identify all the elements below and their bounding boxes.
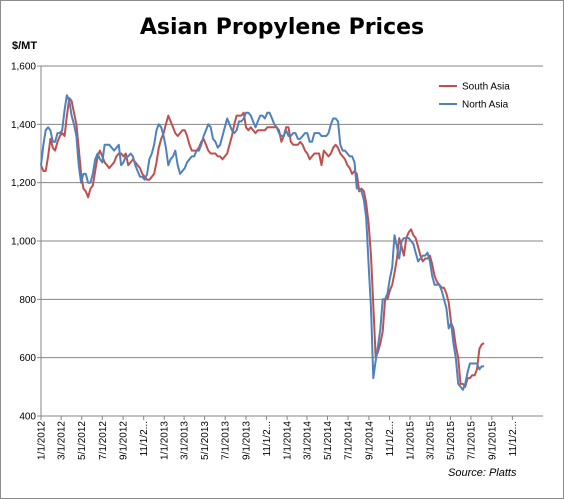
legend-label-south-asia: South Asia bbox=[462, 82, 510, 93]
x-tick-label: 1/1/2012 bbox=[37, 421, 48, 460]
x-tick-label: 11/1/2... bbox=[262, 421, 273, 456]
x-tick-label: 3/1/2012 bbox=[57, 421, 68, 460]
y-tick-label: 1,200 bbox=[11, 178, 36, 189]
y-tick-label: 600 bbox=[19, 353, 36, 364]
x-tick-label: 11/1/2... bbox=[508, 421, 519, 456]
x-tick-label: 9/1/2013 bbox=[242, 421, 253, 460]
x-tick-label: 5/1/2013 bbox=[200, 421, 211, 460]
legend-label-north-asia: North Asia bbox=[462, 100, 509, 111]
x-tick-label: 7/1/2012 bbox=[98, 421, 109, 460]
x-tick-label: 9/1/2015 bbox=[487, 421, 498, 460]
x-tick-label: 7/1/2015 bbox=[466, 421, 477, 460]
chart-title: Asian Propylene Prices bbox=[139, 15, 425, 40]
x-tick-label: 5/1/2012 bbox=[77, 421, 88, 460]
y-tick-label: 400 bbox=[19, 412, 36, 423]
x-tick-label: 7/1/2013 bbox=[221, 421, 232, 460]
x-tick-label: 11/1/2... bbox=[139, 421, 150, 456]
x-axis-ticks: 1/1/2012 3/1/2012 5/1/2012 7/1/2012 9/1/2012… bbox=[37, 416, 519, 460]
y-tick-label: 1,400 bbox=[11, 120, 36, 131]
y-tick-label: 1,000 bbox=[11, 237, 36, 248]
source-note: Source: Platts bbox=[448, 467, 517, 479]
x-tick-label: 3/1/2013 bbox=[180, 421, 191, 460]
series-line-north-asia bbox=[40, 94, 485, 391]
y-axis-label: $/MT bbox=[12, 40, 38, 52]
x-tick-label: 3/1/2014 bbox=[302, 421, 313, 460]
x-tick-label: 3/1/2015 bbox=[425, 421, 436, 460]
x-tick-label: 9/1/2014 bbox=[364, 421, 375, 460]
x-tick-label: 5/1/2015 bbox=[446, 421, 457, 460]
series-line-south-asia bbox=[40, 97, 485, 388]
grid-lines bbox=[40, 65, 543, 417]
x-tick-label: 1/1/2015 bbox=[406, 421, 417, 460]
x-tick-label: 7/1/2014 bbox=[344, 421, 355, 460]
y-tick-label: 1,600 bbox=[11, 62, 36, 73]
x-tick-label: 9/1/2012 bbox=[119, 421, 130, 460]
x-tick-label: 1/1/2013 bbox=[160, 421, 171, 460]
y-axis-ticks: 400 600 800 1,000 1,200 1,400 1,600 bbox=[11, 62, 41, 423]
x-tick-label: 5/1/2014 bbox=[323, 421, 334, 460]
series-lines bbox=[40, 94, 485, 391]
x-tick-label: 1/1/2014 bbox=[283, 421, 294, 460]
y-tick-label: 800 bbox=[19, 295, 36, 306]
x-tick-label: 11/1/2... bbox=[385, 421, 396, 456]
legend: South Asia North Asia bbox=[439, 82, 510, 111]
